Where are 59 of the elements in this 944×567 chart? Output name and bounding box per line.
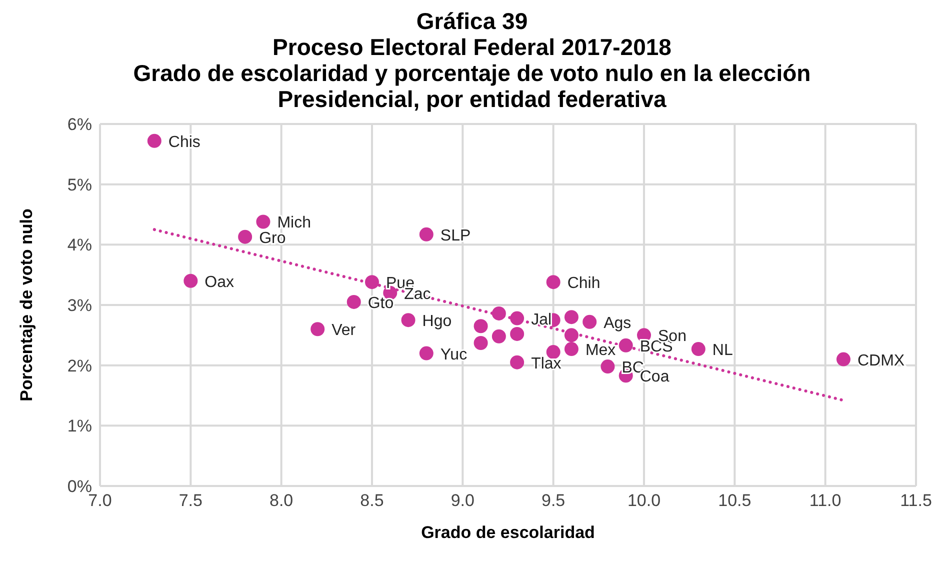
- data-label: CDMX: [857, 352, 905, 370]
- point: [564, 342, 578, 356]
- data-label: Ver: [332, 322, 356, 340]
- x-tick-label: 10.5: [718, 491, 752, 510]
- y-tick-label: 5%: [67, 175, 92, 194]
- point: [600, 360, 615, 374]
- x-tick-label: 7.0: [88, 491, 112, 510]
- y-tick-label: 3%: [67, 296, 92, 316]
- point: [510, 355, 524, 370]
- data-label: Chih: [567, 275, 600, 292]
- y-tick-label: 6%: [67, 115, 92, 134]
- data-label: Gto: [368, 294, 394, 312]
- x-tick-label: 8.0: [270, 491, 294, 510]
- point: [510, 326, 524, 341]
- x-tick-label: 10.0: [627, 491, 661, 510]
- point: [691, 342, 706, 356]
- point: [256, 214, 270, 229]
- point: [419, 227, 434, 242]
- x-tick-label: 8.5: [360, 491, 384, 510]
- point: [238, 230, 252, 244]
- x-tick-label: 7.5: [178, 491, 202, 510]
- x-tick-label: 11.0: [809, 491, 842, 510]
- point: [474, 336, 488, 350]
- point: [401, 313, 416, 328]
- x-axis-title: Grado de escolaridad: [421, 523, 595, 542]
- point: [492, 329, 506, 344]
- data-label: Hgo: [422, 313, 452, 330]
- point: [147, 134, 162, 148]
- data-label: Chis: [168, 134, 200, 151]
- data-label: SLP: [440, 227, 471, 244]
- point: [346, 294, 361, 309]
- x-tick-label: 9.0: [450, 491, 474, 510]
- point: [310, 322, 325, 336]
- chart-subtitle: Proceso Electoral Federal 2017-2018 Grado de escolaridad y porcentaje de voto nulo en la elección Presidencial, por entidad federativa: [132, 34, 812, 112]
- data-label: Tlax: [531, 355, 562, 372]
- data-label: Mex: [585, 342, 616, 360]
- point: [618, 338, 633, 352]
- data-label: Oax: [204, 274, 234, 291]
- point: [564, 310, 578, 324]
- data-label: Ags: [604, 314, 632, 332]
- y-tick-label: 4%: [67, 236, 92, 255]
- x-tick-label: 9.5: [542, 491, 566, 510]
- point: [184, 274, 198, 288]
- data-label: Mich: [277, 214, 311, 232]
- y-axis-title: Porcentaje de voto nulo: [17, 208, 36, 402]
- point: [582, 314, 597, 329]
- point: [474, 319, 488, 334]
- x-tick-label: 11.5: [900, 491, 932, 510]
- data-label: Yuc: [440, 346, 468, 364]
- chart-title: Gráfica 39: [415, 8, 529, 34]
- point: [546, 275, 560, 290]
- point: [365, 275, 379, 290]
- y-tick-label: 1%: [67, 416, 92, 436]
- point: [419, 346, 434, 360]
- data-label: NL: [712, 342, 733, 360]
- y-tick-label: 2%: [67, 356, 92, 376]
- point: [564, 328, 578, 342]
- data-label: Gro: [259, 230, 286, 247]
- point: [836, 352, 850, 366]
